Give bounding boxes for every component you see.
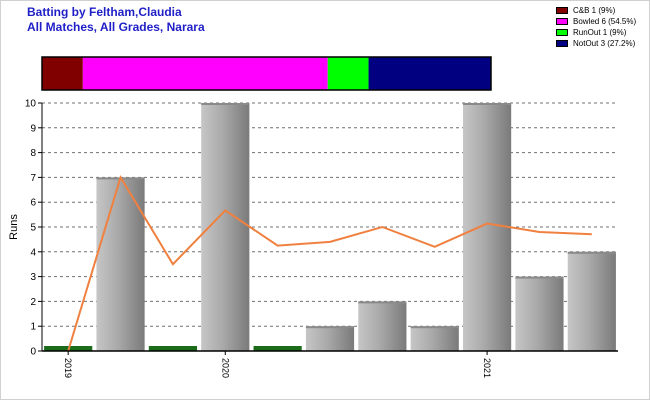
legend-label-notout: NotOut 3 (27.2%) xyxy=(573,39,636,48)
chart-subtitle: All Matches, All Grades, Narara xyxy=(27,20,205,34)
bar-top xyxy=(515,276,564,279)
x-tick-label: 2021 xyxy=(482,358,492,378)
dismissal-segment-1 xyxy=(82,57,328,90)
bar-top xyxy=(410,326,459,329)
legend-label-bowled: Bowled 6 (54.5%) xyxy=(573,17,637,26)
legend-swatch-runout xyxy=(556,29,568,36)
y-tick-label: 5 xyxy=(30,223,36,234)
y-axis-label: Runs xyxy=(8,214,20,240)
y-tick-label: 9 xyxy=(30,123,36,134)
bar-top xyxy=(463,103,512,105)
bar xyxy=(358,301,407,351)
duck-bar xyxy=(148,346,197,351)
legend-swatch-bowled xyxy=(556,18,568,25)
bar xyxy=(410,326,459,351)
y-tick-label: 3 xyxy=(30,272,36,283)
bars xyxy=(44,103,616,351)
legend-swatch-notout xyxy=(556,40,568,47)
legend-item-notout: NotOut 3 (27.2%) xyxy=(556,38,636,49)
chart-title: Batting by Feltham,Claudia xyxy=(27,5,182,19)
x-tick-label: 2020 xyxy=(220,358,230,378)
duck-bar xyxy=(253,346,302,351)
dismissal-strip-border xyxy=(41,56,492,91)
legend-label-cb: C&B 1 (9%) xyxy=(573,6,616,15)
y-tick-label: 8 xyxy=(30,148,36,159)
dismissal-strip xyxy=(41,56,492,91)
average-line xyxy=(67,174,592,352)
bar xyxy=(96,177,145,351)
y-tick-label: 10 xyxy=(25,99,37,110)
dismissal-segment-0 xyxy=(42,57,83,90)
axes: 0 1 2 3 4 5 6 7 8 9 10 Runs 2019 2020 2021 xyxy=(8,99,618,378)
legend-item-cb: C&B 1 (9%) xyxy=(556,5,636,16)
legend-swatch-cb xyxy=(556,7,568,14)
bar-top xyxy=(305,326,355,329)
y-tick-label: 6 xyxy=(30,198,36,209)
average-line-path xyxy=(67,174,592,352)
bar-top xyxy=(358,301,407,304)
legend-item-bowled: Bowled 6 (54.5%) xyxy=(556,16,636,27)
bar xyxy=(515,276,564,351)
legend-item-runout: RunOut 1 (9%) xyxy=(556,27,636,38)
y-tick-label: 4 xyxy=(30,247,36,258)
legend-label-runout: RunOut 1 (9%) xyxy=(573,28,627,37)
bar xyxy=(567,251,616,351)
bar-top xyxy=(201,103,250,105)
y-tick-label: 2 xyxy=(30,297,36,308)
y-tick-label: 0 xyxy=(30,347,36,358)
y-tick-label: 1 xyxy=(30,322,36,333)
bar-top xyxy=(567,251,616,254)
bar xyxy=(305,326,355,351)
dismissal-segment-3 xyxy=(368,57,491,90)
legend: C&B 1 (9%) Bowled 6 (54.5%) RunOut 1 (9%… xyxy=(556,5,636,49)
x-tick-label: 2019 xyxy=(63,358,73,378)
y-tick-label: 7 xyxy=(30,173,36,184)
dismissal-segment-2 xyxy=(327,57,369,90)
